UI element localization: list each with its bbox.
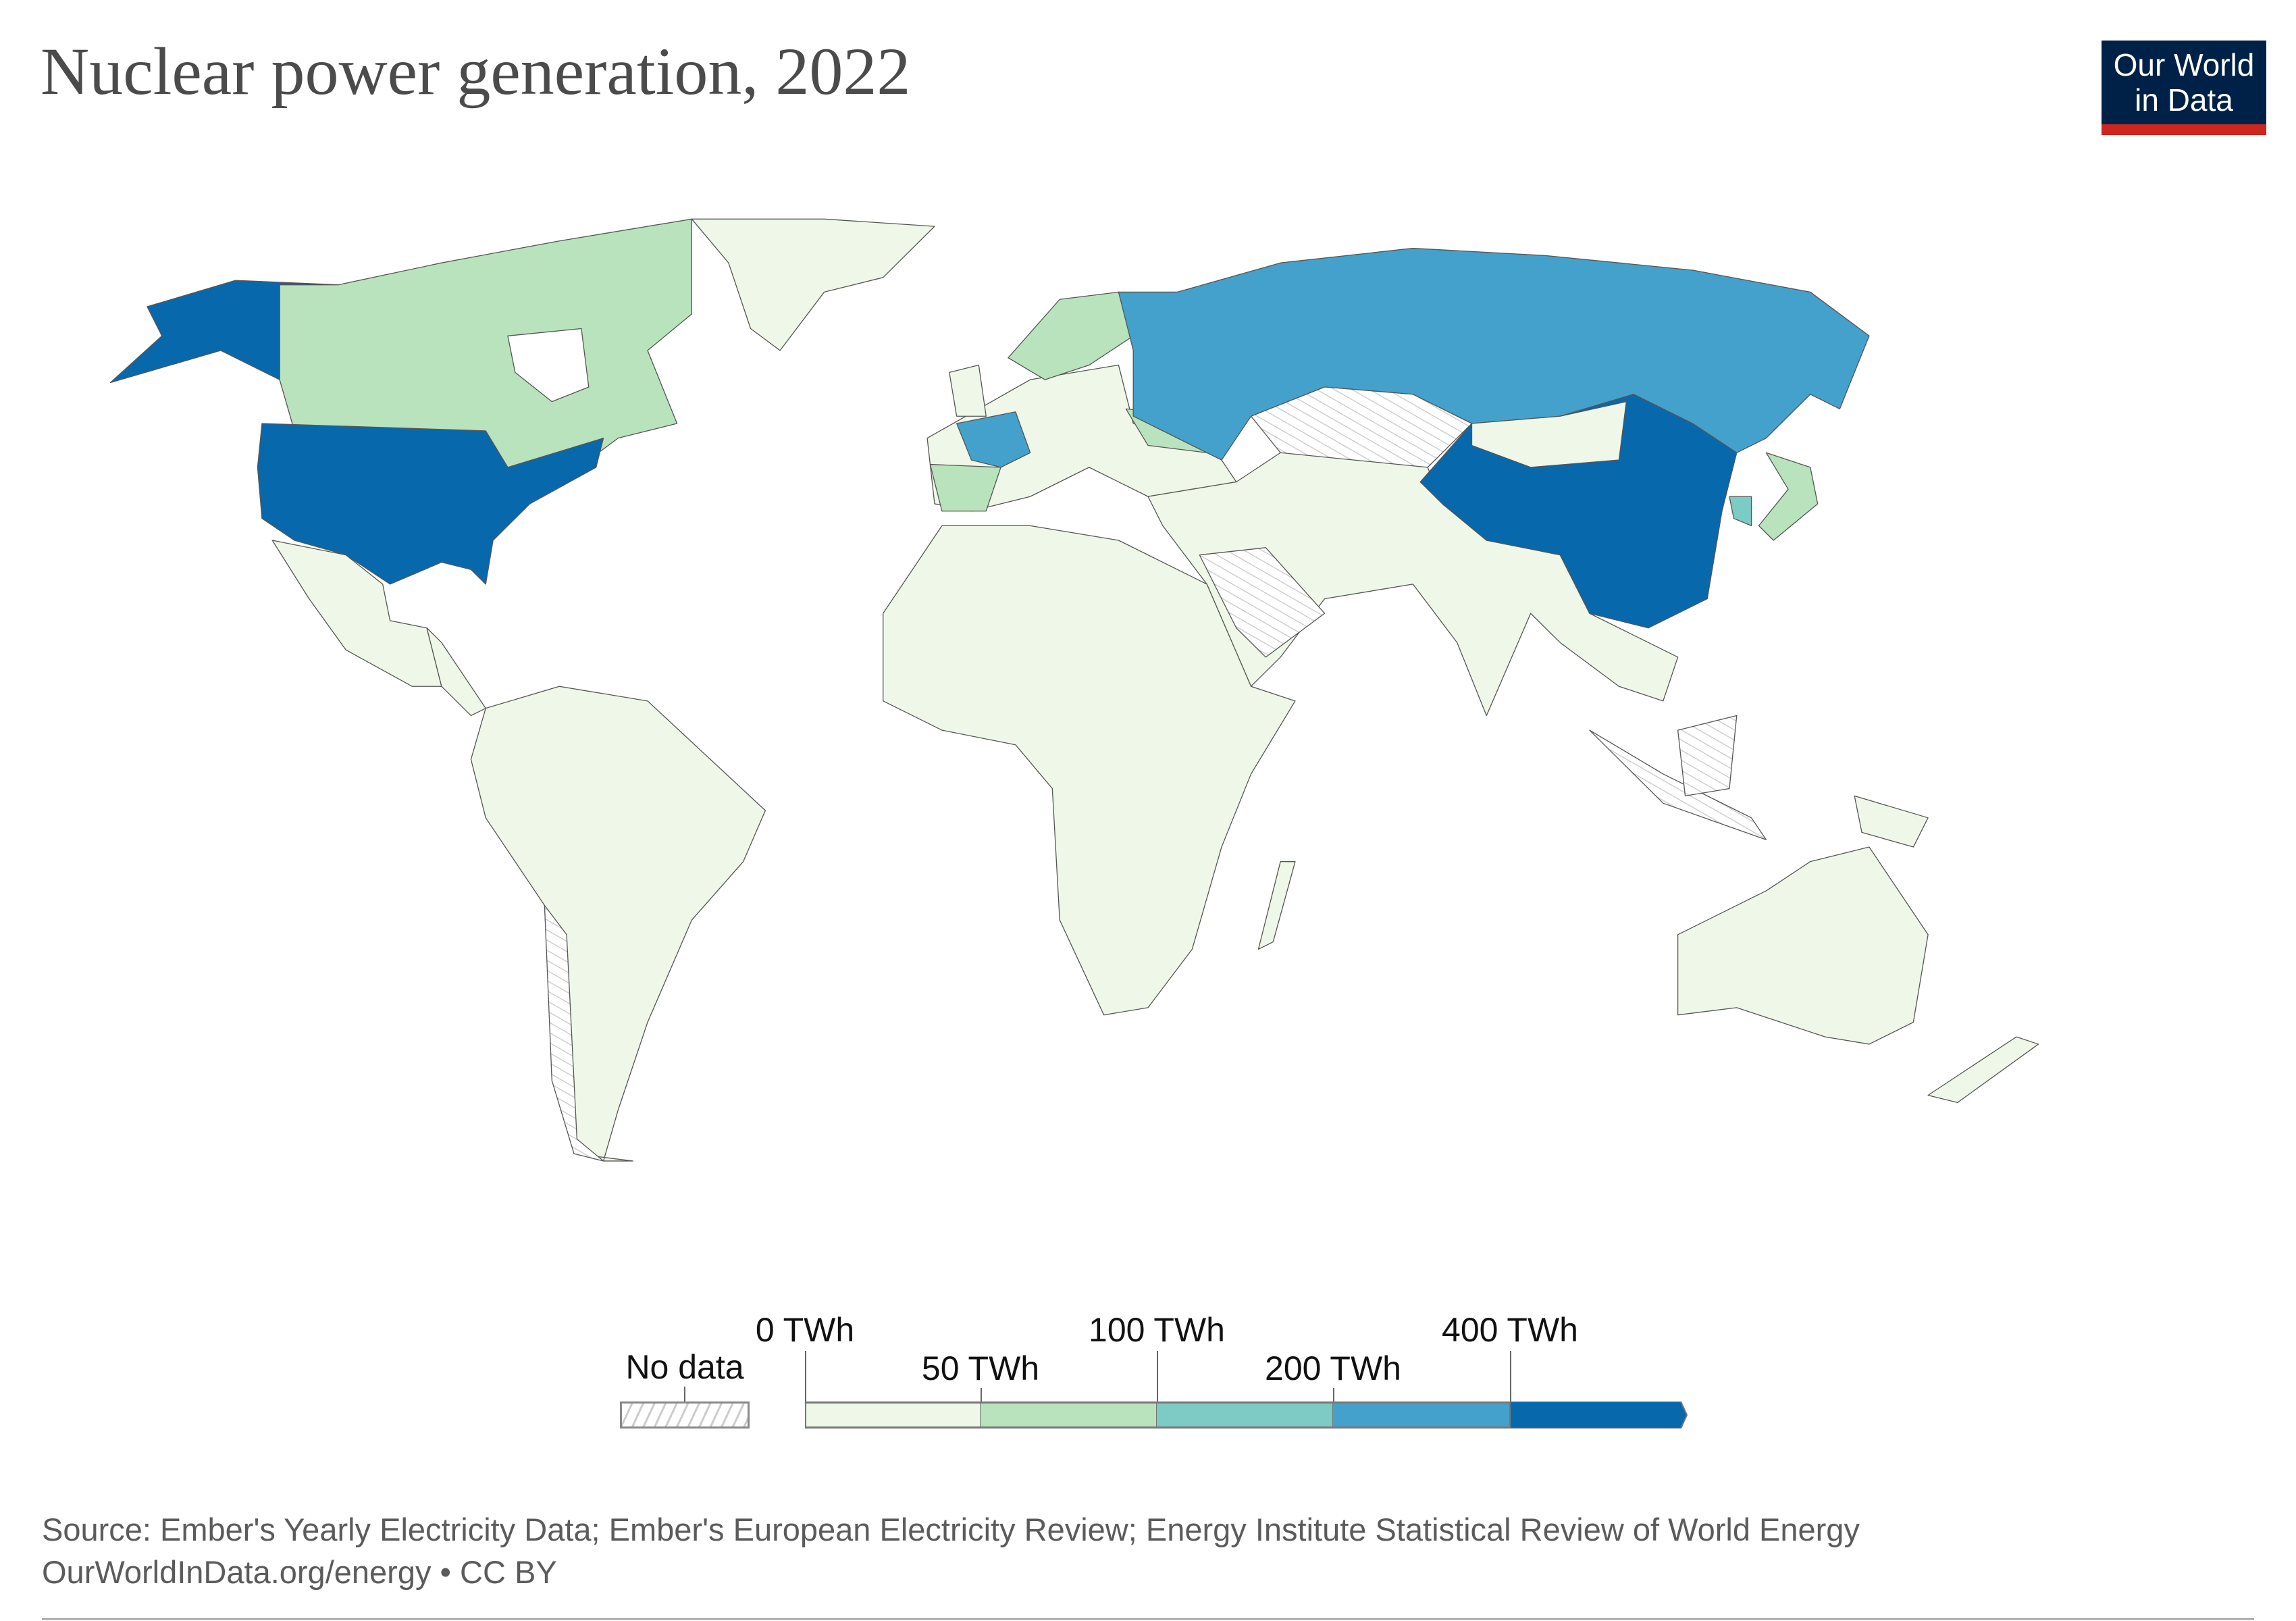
legend-bin-0[interactable] <box>805 1401 981 1429</box>
hudson-bay <box>507 328 590 403</box>
legend-tick <box>1157 1351 1158 1401</box>
logo-line-2: in Data <box>2135 82 2233 118</box>
region-africa[interactable] <box>883 525 1296 1016</box>
legend-tick-label: 0 TWh <box>755 1311 855 1349</box>
country-papua-new-guinea[interactable] <box>1854 795 1929 848</box>
legend-bin-2[interactable] <box>1157 1401 1334 1429</box>
legend-tick-label: 400 TWh <box>1442 1311 1578 1349</box>
logo-accent-bar <box>2102 124 2266 135</box>
country-greenland[interactable] <box>691 218 935 351</box>
country-alaska[interactable] <box>109 280 339 384</box>
legend-no-data-label: No data <box>625 1348 744 1386</box>
legend-tick-label: 200 TWh <box>1265 1349 1401 1387</box>
country-united-states[interactable] <box>257 423 604 585</box>
country-indonesia-borneo[interactable] <box>1677 715 1738 797</box>
source-note: Source: Ember's Yearly Electricity Data;… <box>42 1512 1860 1547</box>
legend-no-data-swatch <box>620 1401 750 1429</box>
country-saudi-arabia[interactable] <box>1199 547 1326 658</box>
legend-tick-label: 100 TWh <box>1089 1311 1225 1349</box>
country-australia[interactable] <box>1677 846 1929 1045</box>
legend-tick <box>981 1388 982 1401</box>
legend-bin-4[interactable] <box>1510 1401 1688 1429</box>
country-indonesia[interactable] <box>1589 729 1767 840</box>
legend-tick <box>1333 1388 1334 1401</box>
country-united-kingdom[interactable] <box>949 364 987 417</box>
country-france[interactable] <box>956 411 1031 468</box>
region-south-america[interactable] <box>470 686 766 1162</box>
country-japan[interactable] <box>1758 452 1819 541</box>
country-new-zealand[interactable] <box>1927 1036 2039 1104</box>
country-madagascar[interactable] <box>1257 861 1296 950</box>
legend-tick <box>805 1351 806 1401</box>
legend-bin-4-arrow <box>1510 1401 1688 1429</box>
country-central-america[interactable] <box>426 627 486 717</box>
chart-title: Nuclear power generation, 2022 <box>41 34 911 109</box>
legend-tick <box>684 1387 685 1401</box>
footer-divider <box>42 1618 2254 1620</box>
legend-bin-3[interactable] <box>1333 1401 1511 1429</box>
country-mongolia[interactable] <box>1471 401 1627 468</box>
country-spain[interactable] <box>929 463 1001 512</box>
owid-logo[interactable]: Our World in Data <box>2102 41 2266 135</box>
legend-tick <box>1510 1351 1511 1401</box>
legend-bin-1[interactable] <box>981 1401 1157 1429</box>
logo-line-1: Our World <box>2113 47 2255 82</box>
source-link[interactable]: OurWorldInData.org/energy • CC BY <box>42 1554 557 1590</box>
legend-tick-label: 50 TWh <box>921 1349 1040 1387</box>
country-chile[interactable] <box>544 904 604 1162</box>
country-south-korea[interactable] <box>1729 496 1752 527</box>
